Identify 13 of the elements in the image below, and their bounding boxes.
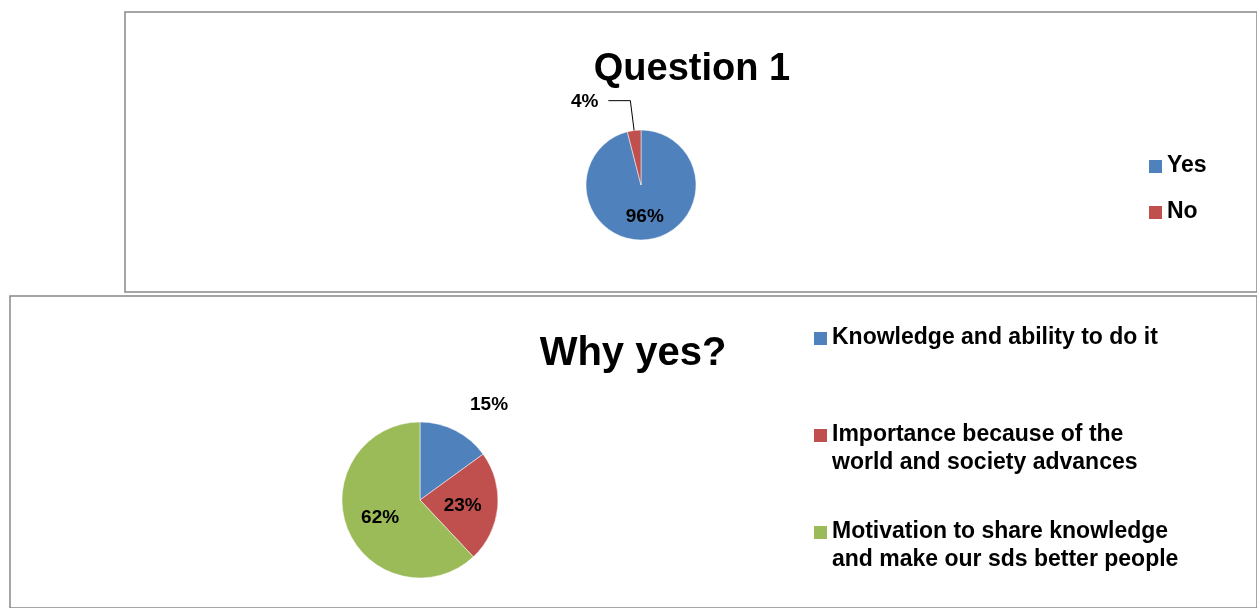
- chart-title: Why yes?: [539, 329, 727, 373]
- data-label: 23%: [443, 494, 482, 516]
- pie-slice: [585, 129, 697, 241]
- legend-label: No: [1167, 197, 1198, 223]
- legend-label: Motivation to share knowledge and make our sds better people: [832, 517, 1179, 571]
- data-label: 96%: [625, 205, 664, 227]
- chart-title: Question 1: [593, 46, 791, 88]
- data-label: 4%: [570, 89, 599, 111]
- legend-label: Importance because of the world and society advances: [831, 420, 1138, 474]
- data-label: 62%: [361, 505, 400, 527]
- legend-label: Yes: [1167, 151, 1207, 177]
- legend-label: Knowledge and ability to do it: [832, 323, 1159, 349]
- data-label: 15%: [470, 392, 509, 414]
